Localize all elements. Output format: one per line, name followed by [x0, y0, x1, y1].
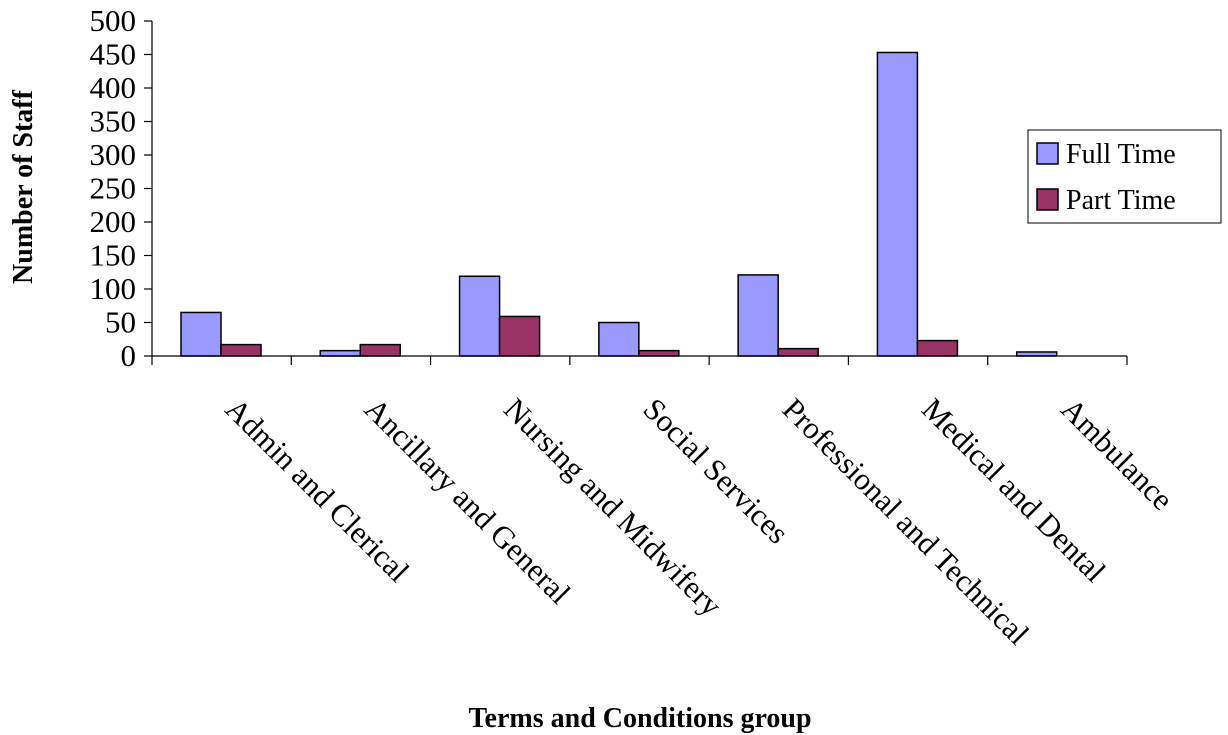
y-tick-label-7: 350 — [90, 104, 137, 139]
bar-part-time-1 — [359, 343, 402, 357]
y-tick-label-9: 450 — [90, 37, 137, 72]
legend-box — [1027, 129, 1222, 224]
y-axis-title: Number of Staff — [8, 89, 39, 284]
bar-part-time-2 — [498, 315, 541, 357]
bar-full-time-1 — [319, 349, 362, 357]
y-tick-label-6: 300 — [90, 137, 137, 172]
y-tick-label-3: 150 — [90, 238, 137, 273]
bar-part-time-5 — [916, 339, 959, 357]
y-tick-label-1: 50 — [105, 305, 136, 340]
y-tick-label-4: 200 — [90, 204, 137, 239]
bars-layer — [180, 51, 1058, 357]
bar-full-time-2 — [458, 275, 501, 357]
bar-part-time-0 — [220, 343, 262, 357]
legend-label-full-time: Full Time — [1066, 139, 1176, 170]
x-category-label-3: Social Services — [637, 391, 796, 550]
bar-full-time-3 — [598, 321, 640, 357]
y-tick-label-5: 250 — [90, 171, 137, 206]
bar-full-time-5 — [876, 51, 919, 357]
legend-label-part-time: Part Time — [1066, 185, 1176, 216]
legend: Full Time Part Time — [1027, 129, 1222, 224]
axes-layer — [144, 20, 1128, 365]
legend-swatch-full-time — [1036, 142, 1059, 165]
legend-swatch-part-time — [1036, 188, 1059, 211]
x-category-label-4: Professional and Technical — [776, 391, 1036, 651]
y-tick-label-8: 400 — [90, 70, 137, 105]
bar-part-time-3 — [638, 349, 680, 357]
y-tick-label-10: 500 — [90, 3, 137, 38]
bar-full-time-4 — [737, 274, 779, 357]
x-category-label-6: Ambulance — [1054, 391, 1180, 517]
bar-full-time-6 — [1015, 351, 1058, 357]
x-axis-title: Terms and Conditions group — [468, 703, 811, 734]
bar-part-time-4 — [777, 347, 819, 357]
bar-full-time-0 — [180, 311, 222, 357]
y-tick-label-0: 0 — [121, 338, 137, 373]
y-tick-label-2: 100 — [90, 271, 137, 306]
